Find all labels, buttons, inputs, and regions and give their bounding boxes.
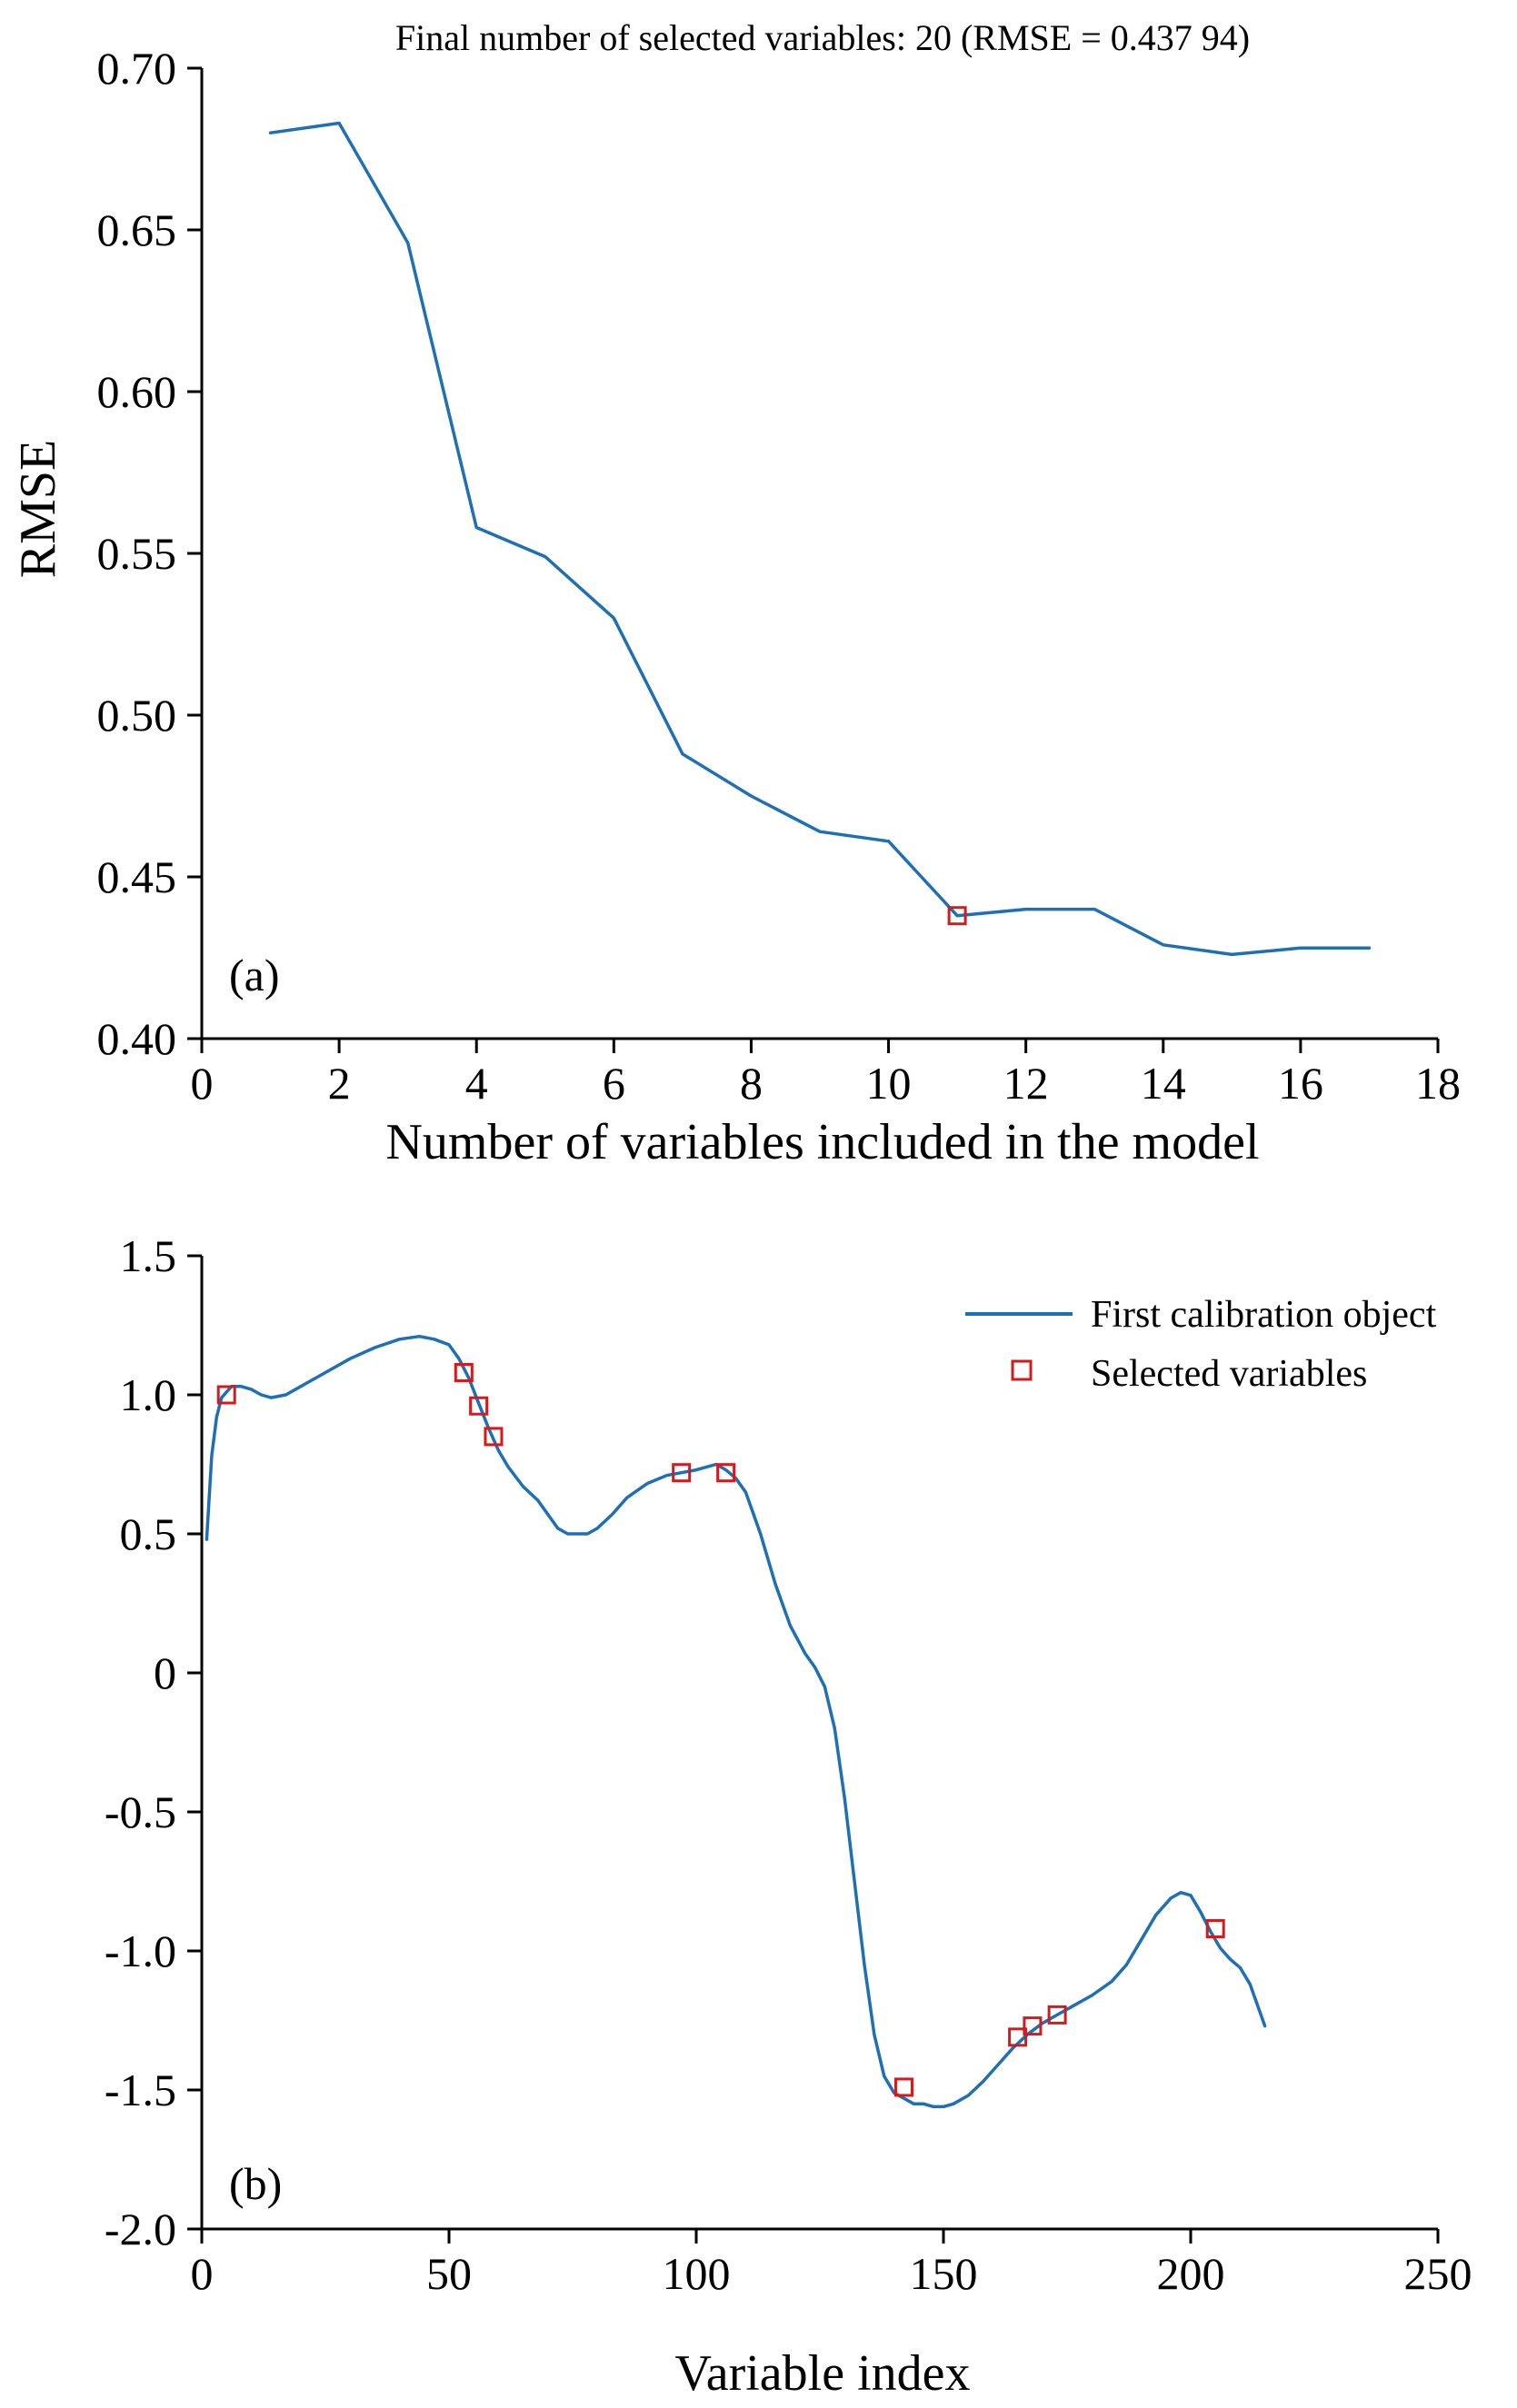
legend-marker-label: Selected variables <box>1091 1353 1367 1395</box>
y-axis-label: RMSE <box>10 440 66 579</box>
x-axis-label: Number of variables included in the mode… <box>385 1114 1259 1170</box>
y-tick-label: -2.0 <box>105 2204 176 2254</box>
selected-variable-marker <box>716 1463 736 1483</box>
plot-area-b <box>205 1334 1267 2109</box>
axes-b: 0 50 100 150 200 250 -2.0 -1.5 -1.0 -0.5 0 0.5 1.0 1.… <box>105 1230 1472 2299</box>
selected-variable-marker <box>454 1363 474 1383</box>
plot-area-a <box>268 121 1372 957</box>
y-tick-label: 1.0 <box>120 1369 177 1420</box>
y-tick-label: -1.5 <box>105 2065 176 2115</box>
selected-variable-marker <box>484 1427 504 1447</box>
legend-marker-swatch <box>1011 1359 1033 1381</box>
selected-variable-marker <box>947 906 967 926</box>
x-tick-label: 4 <box>465 1058 488 1109</box>
selected-variable-marker <box>469 1396 489 1416</box>
legend: First calibration object Selected variab… <box>965 1294 1437 1395</box>
legend-line-label: First calibration object <box>1091 1294 1437 1336</box>
series-line <box>268 121 1372 957</box>
x-tick-label: 50 <box>426 2248 472 2299</box>
y-tick-label: -1.0 <box>105 1925 176 1976</box>
x-tick-label: 16 <box>1278 1058 1323 1109</box>
x-tick-label: 150 <box>910 2248 978 2299</box>
x-tick-label: 18 <box>1415 1058 1461 1109</box>
selected-variable-marker <box>1008 2027 1028 2047</box>
y-tick-label: 1.5 <box>120 1230 177 1281</box>
x-tick-label: 250 <box>1404 2248 1472 2299</box>
selected-variable-marker <box>1047 2005 1067 2025</box>
x-tick-label: 200 <box>1157 2248 1225 2299</box>
y-tick-label: -0.5 <box>105 1786 176 1837</box>
selected-variable-marker <box>1205 1919 1225 1939</box>
x-tick-label: 14 <box>1141 1058 1186 1109</box>
selected-variable-marker <box>893 2077 913 2097</box>
x-tick-label: 8 <box>740 1058 763 1109</box>
x-tick-label: 0 <box>191 2248 214 2299</box>
y-tick-label: 0.55 <box>97 528 177 579</box>
selected-variable-marker <box>216 1385 236 1405</box>
y-tick-label: 0 <box>154 1647 176 1698</box>
series-line <box>205 1334 1267 2109</box>
panel-a: Final number of selected variables: 20 (… <box>10 17 1461 1170</box>
y-tick-label: 0.70 <box>97 43 177 94</box>
y-tick-label: 0.50 <box>97 690 177 741</box>
axes-a: 0 2 4 6 8 10 12 14 16 18 0.40 0.45 0.50 0.55 0.60 0.65 0… <box>97 43 1462 1109</box>
x-tick-label: 2 <box>328 1058 351 1109</box>
chart-title: Final number of selected variables: 20 (… <box>395 17 1250 58</box>
y-tick-label: 0.5 <box>120 1508 177 1559</box>
x-axis-label: Variable index <box>675 2345 971 2402</box>
x-tick-label: 6 <box>603 1058 625 1109</box>
x-tick-label: 100 <box>663 2248 731 2299</box>
y-tick-label: 0.45 <box>97 851 177 902</box>
panel-label-b: (b) <box>229 2158 282 2209</box>
selected-variable-marker <box>1023 2016 1043 2036</box>
y-tick-label: 0.40 <box>97 1013 177 1064</box>
selected-variable-marker <box>672 1463 692 1483</box>
x-tick-label: 12 <box>1003 1058 1049 1109</box>
y-tick-label: 0.65 <box>97 204 177 255</box>
x-tick-label: 0 <box>191 1058 214 1109</box>
panel-b: Variable index (b) 0 50 100 150 200 250 -2.0 -1… <box>105 1230 1472 2402</box>
panel-label-a: (a) <box>229 950 280 1000</box>
x-tick-label: 10 <box>866 1058 912 1109</box>
y-tick-label: 0.60 <box>97 366 177 417</box>
